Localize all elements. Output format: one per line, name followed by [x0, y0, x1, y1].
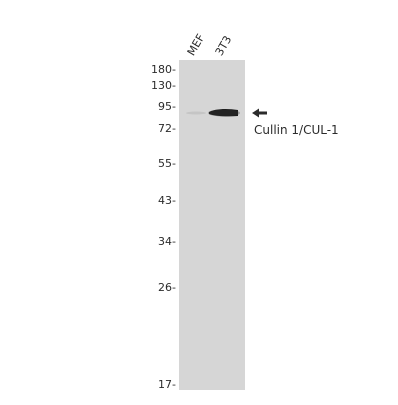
marker-34: 34-	[158, 235, 176, 248]
band-3t3-halo	[208, 109, 240, 117]
marker-55: 55-	[158, 157, 176, 170]
membrane	[179, 60, 245, 390]
marker-130: 130-	[151, 79, 176, 92]
arrow-left-icon	[252, 108, 267, 118]
marker-17: 17-	[158, 378, 176, 391]
marker-180: 180-	[151, 63, 176, 76]
band-3t3	[209, 108, 238, 117]
marker-43: 43-	[158, 194, 176, 207]
target-protein-label: Cullin 1/CUL-1	[254, 123, 339, 137]
band-mef	[186, 111, 206, 115]
marker-95: 95-	[158, 100, 176, 113]
marker-72: 72-	[158, 122, 176, 135]
marker-26: 26-	[158, 281, 176, 294]
